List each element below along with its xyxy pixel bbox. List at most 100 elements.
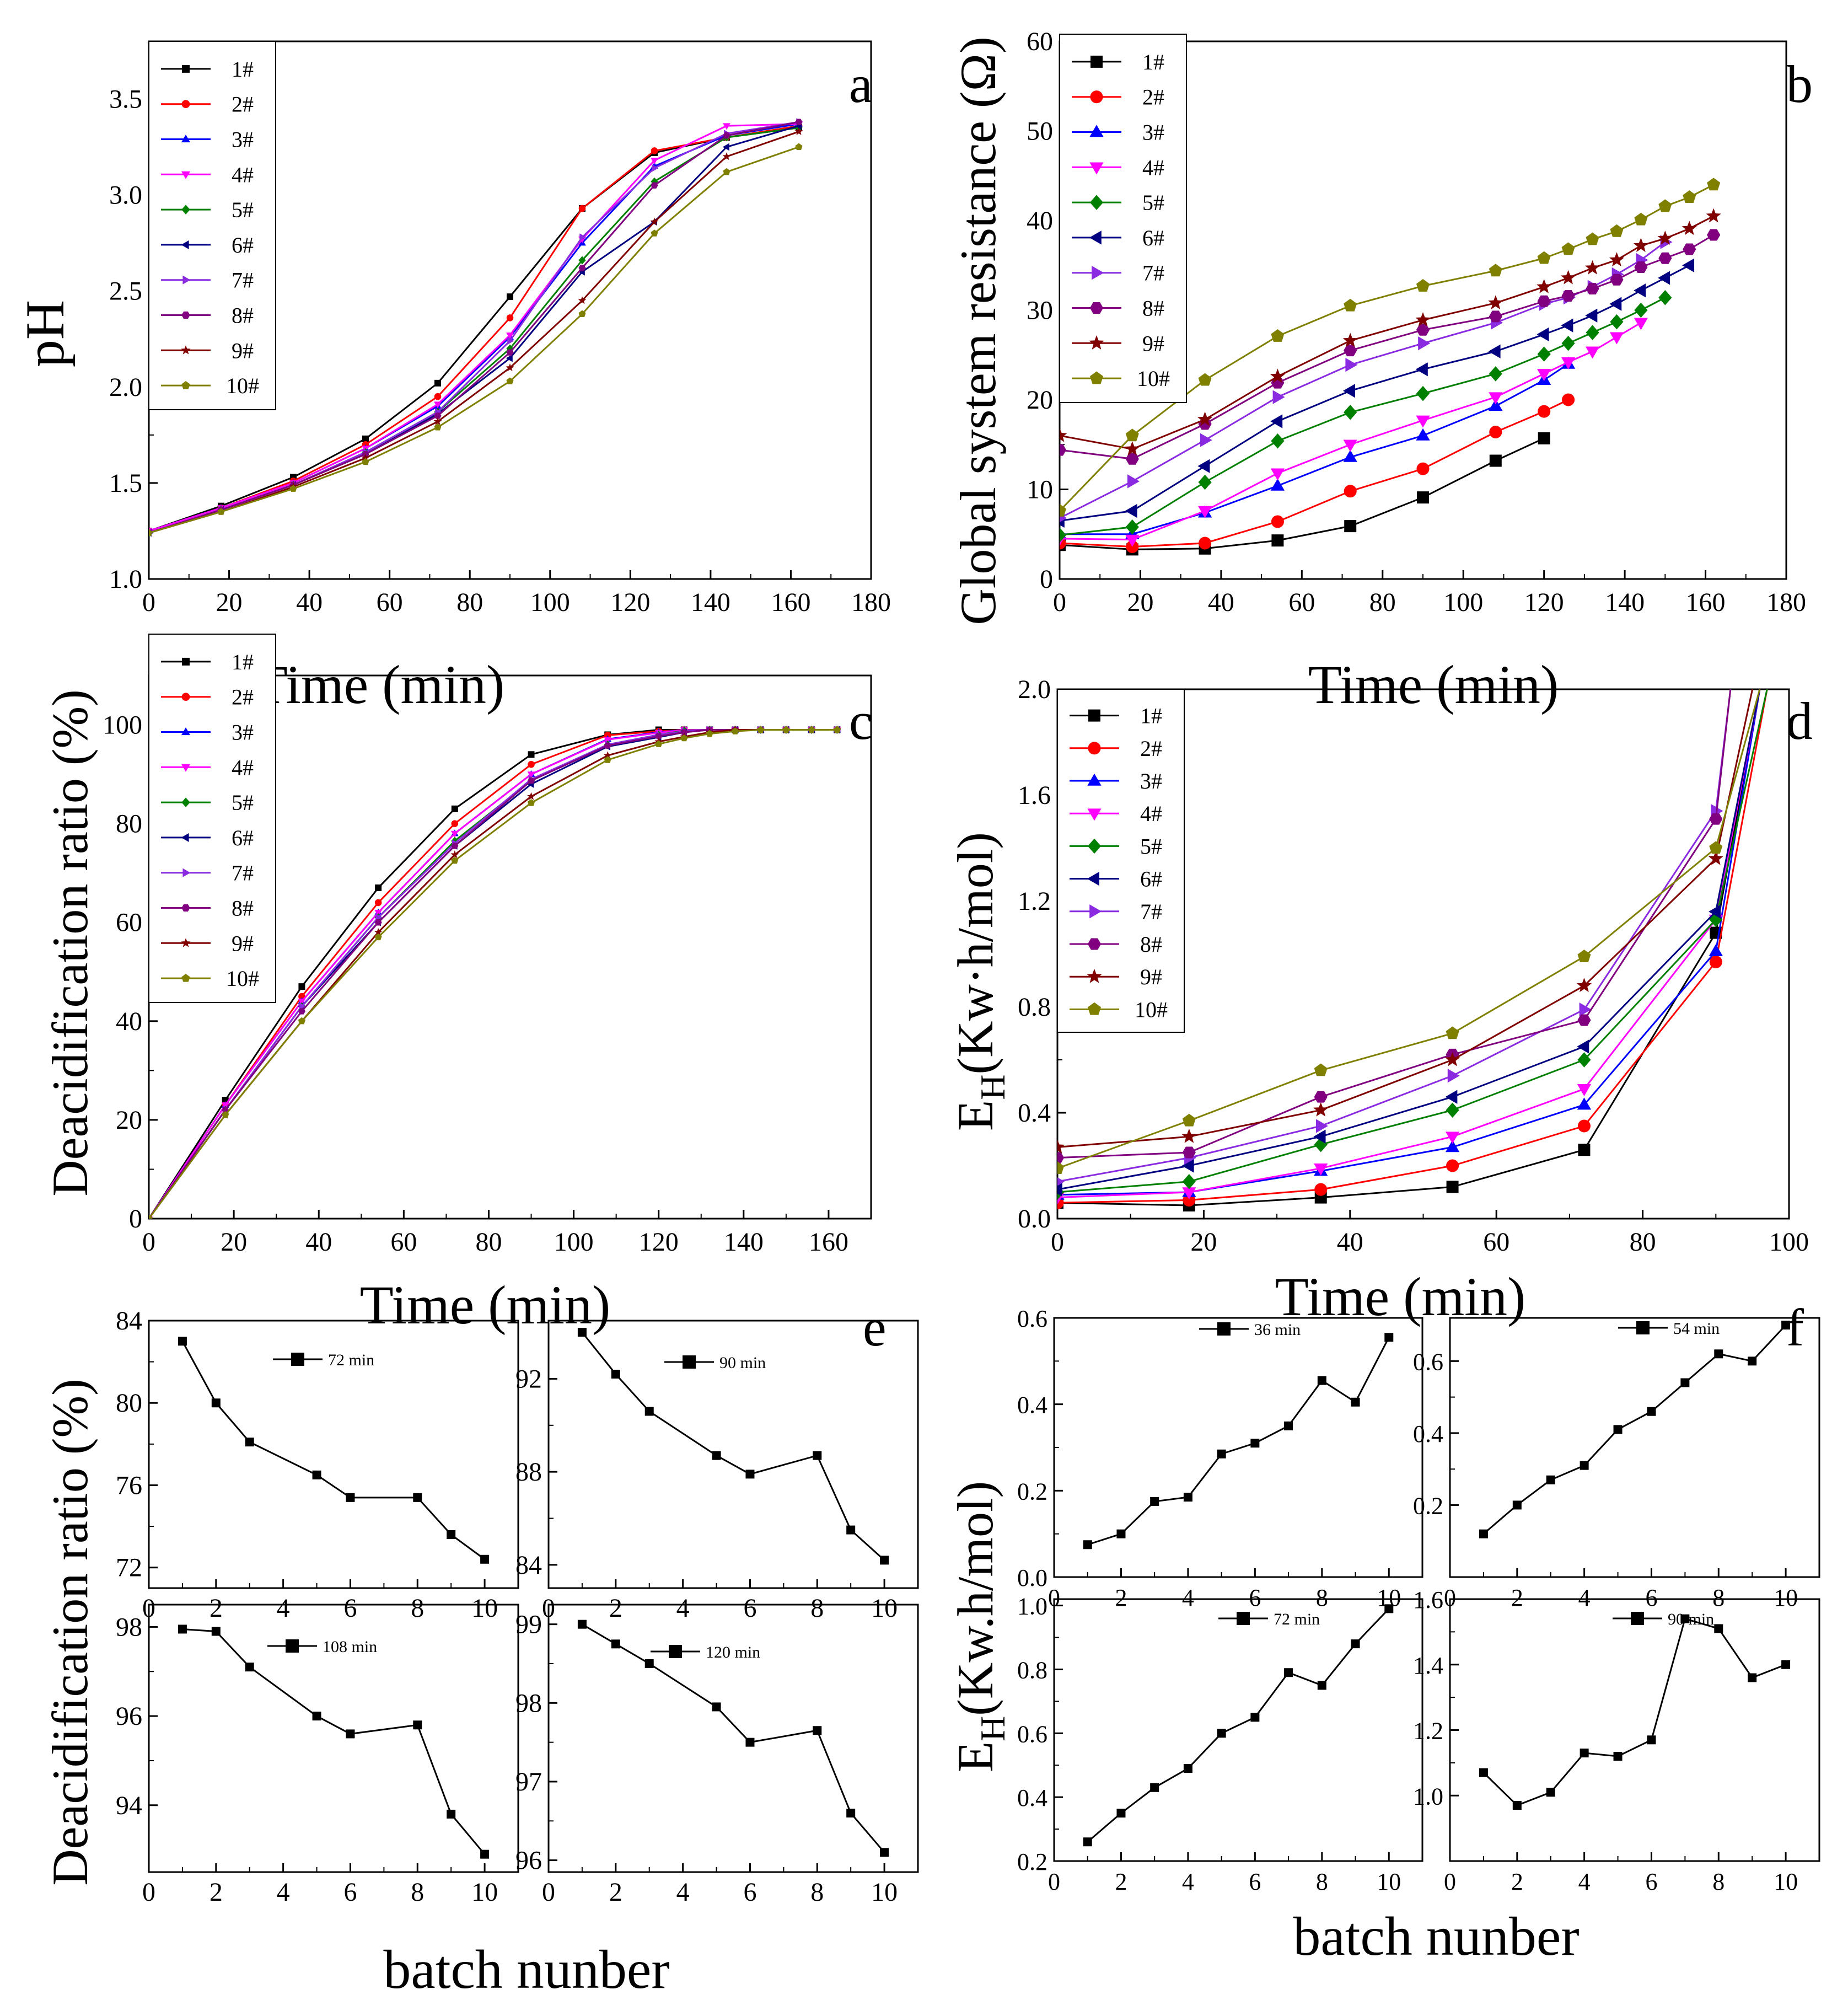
- panel-e3: 0 2 4 6 8 10 94 96 98 108 min: [116, 1604, 519, 1907]
- legend-marker: [182, 65, 190, 73]
- data-point: [1708, 850, 1723, 865]
- data-point: [1561, 318, 1573, 333]
- legend-marker: [181, 171, 191, 179]
- y-tick-label: 96: [515, 1846, 542, 1875]
- legend-e3: 108 min: [267, 1638, 377, 1656]
- data-point: [1344, 298, 1357, 312]
- x-tick-label: 0: [542, 1878, 555, 1907]
- legend-label: 2#: [232, 685, 254, 710]
- plot-frame-f4: [1449, 1598, 1820, 1862]
- legend-label: 8#: [1142, 296, 1164, 321]
- data-point: [680, 729, 688, 736]
- data-point: [374, 910, 383, 917]
- data-point: [1384, 1604, 1394, 1613]
- data-point: [723, 123, 730, 130]
- data-point: [1714, 1624, 1723, 1633]
- data-point: [1181, 1128, 1197, 1143]
- data-point: [447, 1530, 456, 1539]
- panel-c: 0 20 40 60 80 100 120 140 160 0 20 40 60 80 100 1# 2# 3# 4…: [103, 634, 872, 1257]
- legend-marker: [1089, 195, 1104, 210]
- y-tick-label: 1.6: [1018, 781, 1051, 810]
- data-point: [1658, 271, 1670, 285]
- axis-title-a-x: Time (min): [254, 654, 505, 715]
- data-point: [1585, 346, 1600, 359]
- y-tick-label: 2.0: [1018, 675, 1051, 704]
- data-point: [1577, 1084, 1592, 1096]
- legend-marker: [181, 345, 191, 355]
- legend-label: 2#: [1140, 736, 1162, 761]
- x-tick-label: 8: [411, 1594, 424, 1623]
- data-point: [506, 363, 514, 372]
- data-point: [1198, 373, 1212, 386]
- series-line: [1060, 437, 1545, 550]
- legend-marker: [1090, 90, 1103, 104]
- legend-label: 4#: [1142, 155, 1164, 180]
- legend-label: 4#: [1140, 801, 1162, 826]
- data-point: [1313, 1102, 1329, 1117]
- legend-label: 5#: [232, 790, 254, 815]
- axis-title-c-y: Deacidification ratio (%): [42, 689, 98, 1197]
- data-point: [1183, 1764, 1192, 1773]
- series-5: [1060, 290, 1672, 543]
- legend-b: 1# 2# 3# 4# 5# 6# 7# 8# 9# 10#: [1059, 34, 1187, 403]
- plot-frame-f2: [1449, 1317, 1820, 1578]
- data-point: [795, 119, 803, 125]
- y-tick-label: 20: [116, 1106, 142, 1135]
- data-point: [1271, 534, 1284, 547]
- series: [178, 1337, 490, 1564]
- x-tick-label: 10: [871, 1878, 898, 1907]
- data-point: [1125, 441, 1140, 455]
- plot-area-f1: [1083, 1333, 1394, 1549]
- plot-frame-f3: [1053, 1598, 1423, 1862]
- legend-box: [148, 41, 276, 410]
- y-tick-label: 60: [1027, 27, 1053, 56]
- x-tick-label: 100: [530, 588, 570, 617]
- legend-marker: [181, 100, 190, 109]
- data-point: [1489, 366, 1502, 382]
- data-point: [528, 760, 535, 768]
- data-point: [1416, 385, 1430, 401]
- y-tick-label: 92: [515, 1364, 542, 1393]
- data-point: [527, 778, 535, 784]
- data-point: [1479, 1768, 1488, 1777]
- y-tick-label: 1.2: [1413, 1718, 1443, 1745]
- x-tick-label: 20: [1190, 1227, 1217, 1257]
- x-tick-label: 2: [1511, 1868, 1523, 1895]
- data-point: [651, 158, 658, 165]
- x-tick-label: 4: [676, 1594, 690, 1623]
- data-point: [1446, 1181, 1459, 1193]
- data-point: [795, 143, 803, 151]
- legend-box: [148, 634, 276, 1003]
- data-point: [1344, 345, 1357, 357]
- plot-area-e3: [178, 1624, 490, 1859]
- data-point: [578, 265, 586, 271]
- series-9: [1057, 689, 1754, 1154]
- legend-marker: [181, 135, 191, 143]
- panel-e4: 0 2 4 6 8 10 96 97 98 99 120 min: [515, 1604, 919, 1907]
- series: [178, 1624, 490, 1859]
- series-line: [582, 1623, 885, 1853]
- x-tick-label: 120: [639, 1227, 679, 1257]
- panel-label-d: d: [1786, 691, 1813, 750]
- legend-f2: 54 min: [1618, 1320, 1720, 1338]
- data-point: [651, 147, 658, 154]
- data-point: [1343, 384, 1355, 398]
- y-tick-label: 40: [116, 1007, 142, 1036]
- data-point: [480, 1849, 490, 1859]
- x-tick-label: 2: [609, 1594, 622, 1623]
- x-tick-label: 160: [771, 588, 810, 617]
- data-point: [1418, 336, 1431, 351]
- legend-label: 36 min: [1254, 1321, 1301, 1339]
- series: [1083, 1604, 1394, 1847]
- series-1: [1060, 432, 1550, 556]
- legend-label: 2#: [232, 92, 254, 117]
- data-point: [1415, 312, 1431, 326]
- x-tick-label: 0: [142, 588, 155, 617]
- y-tick-label: 0.2: [1413, 1492, 1443, 1519]
- data-point: [1125, 534, 1140, 547]
- legend-marker: [1087, 808, 1102, 821]
- data-point: [1314, 1163, 1328, 1176]
- legend-label: 3#: [1140, 769, 1162, 793]
- series-8: [1060, 229, 1721, 465]
- y-tick-label: 0.6: [1413, 1348, 1443, 1375]
